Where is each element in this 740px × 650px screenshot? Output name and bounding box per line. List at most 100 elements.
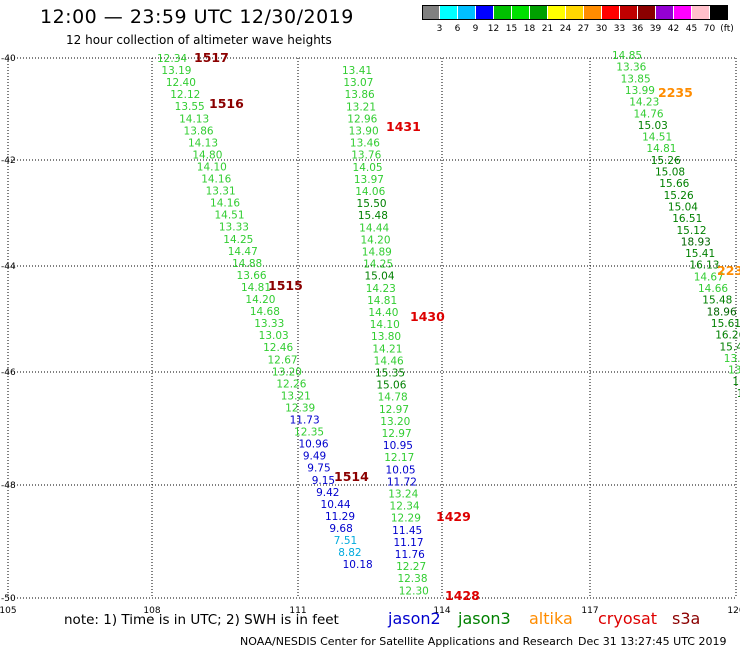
wave-height-value: 15.41 <box>685 248 715 260</box>
legend-swatch <box>512 5 529 20</box>
wave-height-value: 13.97 <box>354 174 384 186</box>
wave-height-value: 9.15 <box>312 475 335 487</box>
legend-label: 39 <box>649 24 662 34</box>
wave-height-value: 13.03 <box>259 330 289 342</box>
wave-height-value: 10.18 <box>343 559 373 571</box>
wave-height-value: 11.45 <box>392 525 422 537</box>
wave-height-value: 14.78 <box>378 392 408 404</box>
wave-height-value: 11.29 <box>325 511 355 523</box>
pass-number-label: 1514 <box>334 469 369 484</box>
wave-height-value: 8.82 <box>338 547 361 559</box>
wave-height-value: 18.96 <box>707 306 737 318</box>
wave-height-value: 14.25 <box>363 259 393 271</box>
legend-label: 12 <box>487 24 500 34</box>
pass-number-label: 1430 <box>410 309 445 324</box>
wave-height-value: 13.99 <box>625 85 655 97</box>
wave-height-value: 15.48 <box>702 295 732 307</box>
legend-label: 9 <box>472 24 479 34</box>
wave-height-value: 15.03 <box>638 120 668 132</box>
wave-height-value: 14.13 <box>188 137 218 149</box>
wave-height-value: 12.39 <box>285 402 315 414</box>
lat-label: -50 <box>1 594 16 604</box>
wave-height-value: 15.04 <box>364 271 394 283</box>
legend-label: 6 <box>454 24 461 34</box>
legend-unit: (ft) <box>720 24 734 34</box>
legend-label: 42 <box>667 24 680 34</box>
legend-swatch <box>530 5 547 20</box>
wave-height-value: 14.81 <box>241 282 271 294</box>
pass-number-label: 1517 <box>194 50 229 65</box>
wave-height-value: 13.20 <box>380 416 410 428</box>
legend-frame <box>422 5 728 20</box>
wave-height-value: 13.85 <box>621 73 651 85</box>
pass-number-label: 1429 <box>436 509 471 524</box>
lon-label: 114 <box>433 606 450 616</box>
wave-height-value: 13.21 <box>281 390 311 402</box>
wave-height-value: 14.13 <box>179 113 209 125</box>
wave-height-value: 14.20 <box>360 234 390 246</box>
wave-height-value: 14.10 <box>197 161 227 173</box>
lat-label: -48 <box>1 481 16 491</box>
wave-height-value: 14.23 <box>366 283 396 295</box>
wave-height-value: 16.26 <box>715 330 740 342</box>
wave-height-value: 16.51 <box>672 213 702 225</box>
wave-height-value: 13.36 <box>616 62 646 74</box>
chart-title: 12:00 — 23:59 UTC 12/30/2019 <box>40 6 354 28</box>
pass-number-label: 1516 <box>209 96 244 111</box>
wave-height-value: 16.13 <box>689 260 719 272</box>
wave-height-value: 14.68 <box>250 306 280 318</box>
legend-swatch <box>494 5 511 20</box>
satellite-cryosat: cryosat <box>598 609 658 628</box>
wave-height-value: 14.16 <box>210 198 240 210</box>
wave-height-value: 12.35 <box>294 427 324 439</box>
wave-height-value: 15.50 <box>357 198 387 210</box>
wave-height-value: 13.21 <box>346 101 376 113</box>
wave-height-value: 13.90 <box>349 126 379 138</box>
wave-height-value: 13.33 <box>219 222 249 234</box>
wave-height-value: 12.46 <box>263 342 293 354</box>
wave-height-value: 12.67 <box>268 354 298 366</box>
pass-number-label: 223 <box>717 263 740 278</box>
pass-number-label: 1428 <box>445 588 480 603</box>
wave-height-value: 13.80 <box>371 331 401 343</box>
legend-swatch <box>422 5 439 20</box>
wave-height-value: 11.72 <box>387 476 417 488</box>
wave-height-value: 14.10 <box>370 319 400 331</box>
wave-height-value: 14.89 <box>362 247 392 259</box>
legend-label: 36 <box>631 24 644 34</box>
legend-swatch <box>656 5 673 20</box>
wave-height-value: 7.51 <box>334 535 357 547</box>
wave-height-value: 14.51 <box>214 210 244 222</box>
wave-height-value: 15.26 <box>664 190 694 202</box>
wave-height-value: 14.85 <box>612 50 642 62</box>
wave-height-value: 14.80 <box>192 149 222 161</box>
wave-height-value: 14.16 <box>201 174 231 186</box>
wave-height-value: 13. <box>728 365 740 377</box>
satellite-altika: altika <box>529 609 573 628</box>
wave-height-value: 15.35 <box>375 368 405 380</box>
satellite-s3a: s3a <box>672 609 701 628</box>
wave-height-value: 14.25 <box>223 234 253 246</box>
pass-number-label: 1431 <box>386 119 421 134</box>
legend-label: 15 <box>505 24 518 34</box>
chart-subtitle: 12 hour collection of altimeter wave hei… <box>66 33 332 47</box>
wave-height-value: 13.76 <box>351 150 381 162</box>
wave-height-value: 13.41 <box>342 65 372 77</box>
wave-height-value: 15.66 <box>659 178 689 190</box>
legend-label: 30 <box>595 24 608 34</box>
lon-label: 105 <box>0 606 17 616</box>
wave-height-value: 14.23 <box>629 97 659 109</box>
credit-line: NOAA/NESDIS Center for Satellite Applica… <box>240 635 574 648</box>
wave-height-value: 12.34 <box>390 501 420 513</box>
lon-label: 111 <box>289 606 306 616</box>
wave-height-value: 9.42 <box>316 487 339 499</box>
wave-height-value: 10.44 <box>321 499 351 511</box>
wave-height-value: 12.38 <box>397 573 427 585</box>
wave-height-value: 9.68 <box>329 523 352 535</box>
wave-height-value: 14.67 <box>694 271 724 283</box>
legend-swatch <box>602 5 619 20</box>
wave-height-value: 14.81 <box>367 295 397 307</box>
wave-height-value: 15.08 <box>655 167 685 179</box>
wave-height-value: 13.66 <box>237 270 267 282</box>
